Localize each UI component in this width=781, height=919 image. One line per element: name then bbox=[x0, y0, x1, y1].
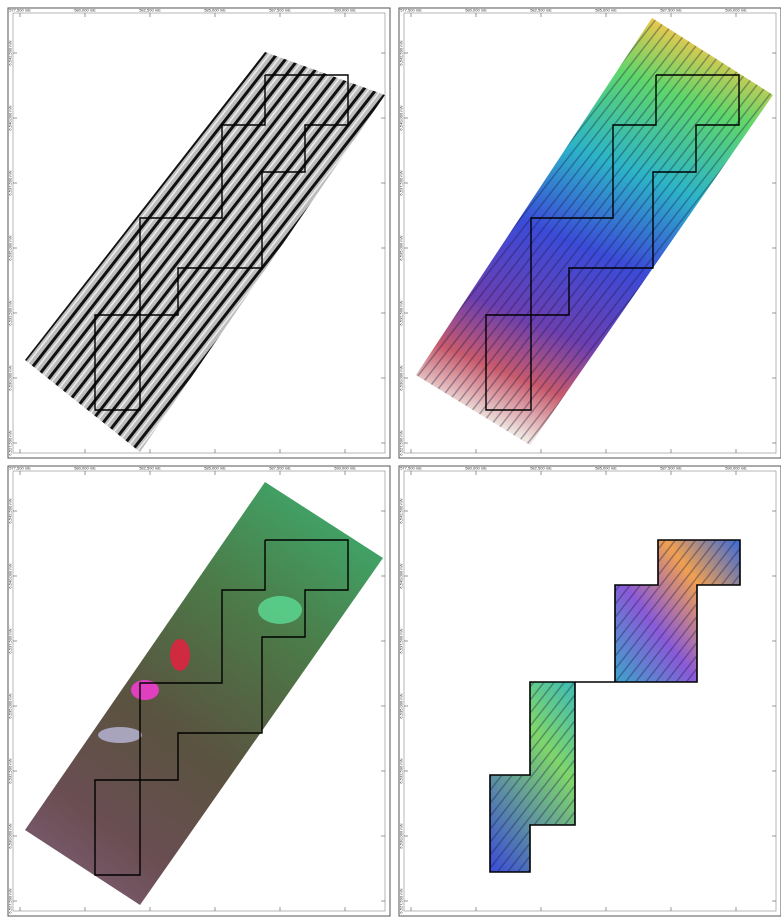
x-coordinate-label: 587,500 mE bbox=[660, 8, 682, 13]
anomaly bbox=[258, 596, 302, 624]
x-coordinate-label: 585,000 mE bbox=[595, 8, 617, 13]
y-coordinate-label: 6,540,000 mN bbox=[399, 563, 404, 588]
y-coordinate-label: 6,540,000 mN bbox=[8, 105, 13, 130]
x-coordinate-label: 582,500 mE bbox=[530, 8, 552, 13]
y-coordinate-label: 6,542,500 mN bbox=[399, 40, 404, 65]
y-coordinate-label: 6,532,500 mN bbox=[399, 300, 404, 325]
y-coordinate-label: 6,530,000 mN bbox=[8, 365, 13, 390]
y-coordinate-label: 6,540,000 mN bbox=[8, 563, 13, 588]
y-coordinate-label: 6,527,500 mN bbox=[8, 888, 13, 913]
x-coordinate-label: 585,000 mE bbox=[595, 466, 617, 471]
y-coordinate-label: 6,527,500 mN bbox=[399, 888, 404, 913]
x-coordinate-label: 590,000 mE bbox=[725, 8, 747, 13]
y-coordinate-label: 6,537,500 mN bbox=[399, 628, 404, 653]
x-coordinate-label: 580,000 mE bbox=[74, 466, 96, 471]
x-coordinate-label: 585,000 mE bbox=[204, 8, 226, 13]
y-coordinate-label: 6,530,000 mN bbox=[8, 823, 13, 848]
x-coordinate-label: 587,500 mE bbox=[660, 466, 682, 471]
y-coordinate-label: 6,532,500 mN bbox=[8, 300, 13, 325]
y-coordinate-label: 6,527,500 mN bbox=[8, 430, 13, 455]
tenement-detail-texture bbox=[490, 540, 740, 872]
y-coordinate-label: 6,537,500 mN bbox=[8, 628, 13, 653]
panel-frame bbox=[399, 466, 781, 916]
y-coordinate-label: 6,532,500 mN bbox=[399, 758, 404, 783]
panel-inner-frame bbox=[404, 471, 776, 911]
image-strip-gray bbox=[25, 52, 385, 452]
x-coordinate-label: 590,000 mE bbox=[334, 8, 356, 13]
x-coordinate-label: 590,000 mE bbox=[725, 466, 747, 471]
y-coordinate-label: 6,537,500 mN bbox=[8, 170, 13, 195]
y-coordinate-label: 6,535,000 mN bbox=[8, 693, 13, 718]
image-strip-radiometrics bbox=[25, 482, 383, 905]
x-coordinate-label: 587,500 mE bbox=[269, 8, 291, 13]
x-coordinate-label: 582,500 mE bbox=[139, 466, 161, 471]
page: 577,500 mE 580,000 mE 582,500 mE 585,000 mE… bbox=[0, 0, 781, 919]
y-coordinate-label: 6,542,500 mN bbox=[8, 498, 13, 523]
x-coordinate-label: 582,500 mE bbox=[139, 8, 161, 13]
x-coordinate-label: 580,000 mE bbox=[74, 8, 96, 13]
y-coordinate-label: 6,542,500 mN bbox=[399, 498, 404, 523]
y-coordinate-label: 6,530,000 mN bbox=[399, 365, 404, 390]
y-coordinate-label: 6,527,500 mN bbox=[399, 430, 404, 455]
x-coordinate-label: 580,000 mE bbox=[465, 466, 487, 471]
y-coordinate-label: 6,535,000 mN bbox=[399, 693, 404, 718]
x-coordinate-label: 582,500 mE bbox=[530, 466, 552, 471]
x-coordinate-label: 580,000 mE bbox=[465, 8, 487, 13]
anomaly bbox=[98, 727, 142, 743]
x-coordinate-label: 577,500 mE bbox=[9, 466, 31, 471]
x-coordinate-label: 590,000 mE bbox=[334, 466, 356, 471]
anomaly bbox=[170, 639, 190, 671]
y-coordinate-label: 6,540,000 mN bbox=[399, 105, 404, 130]
y-coordinate-label: 6,537,500 mN bbox=[399, 170, 404, 195]
x-coordinate-label: 587,500 mE bbox=[269, 466, 291, 471]
y-coordinate-label: 6,535,000 mN bbox=[399, 235, 404, 260]
y-coordinate-label: 6,530,000 mN bbox=[399, 823, 404, 848]
x-coordinate-label: 577,500 mE bbox=[400, 466, 422, 471]
y-coordinate-label: 6,542,500 mN bbox=[8, 40, 13, 65]
x-coordinate-label: 577,500 mE bbox=[9, 8, 31, 13]
y-coordinate-label: 6,535,000 mN bbox=[8, 235, 13, 260]
x-coordinate-label: 577,500 mE bbox=[400, 8, 422, 13]
image-strip-texture bbox=[416, 18, 773, 445]
y-coordinate-label: 6,532,500 mN bbox=[8, 758, 13, 783]
map-sheet: 577,500 mE 580,000 mE 582,500 mE 585,000 mE… bbox=[0, 0, 781, 919]
x-coordinate-label: 585,000 mE bbox=[204, 466, 226, 471]
